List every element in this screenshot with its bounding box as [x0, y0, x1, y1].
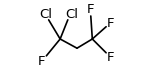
Text: F: F [107, 17, 114, 30]
Text: Cl: Cl [39, 8, 52, 21]
Text: F: F [38, 55, 46, 68]
Text: F: F [107, 51, 114, 64]
Text: Cl: Cl [65, 8, 78, 21]
Text: F: F [87, 3, 95, 16]
